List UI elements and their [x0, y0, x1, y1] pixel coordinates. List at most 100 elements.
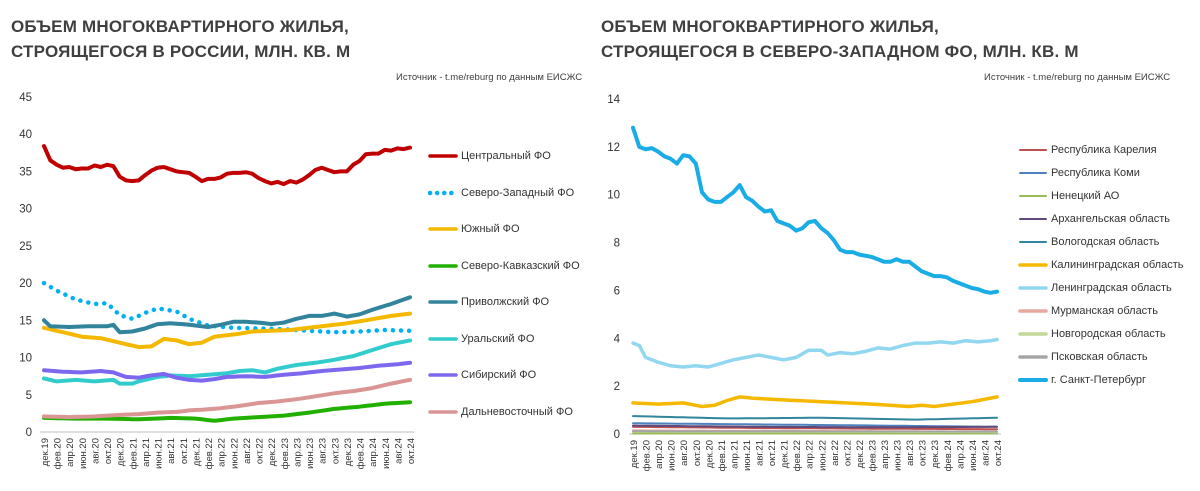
x-tick-label: июн.23	[305, 438, 316, 469]
x-tick-label: июн.24	[968, 440, 979, 471]
x-tick-label: фев.21	[128, 438, 139, 469]
legend-label: Республика Коми	[1051, 167, 1140, 179]
legend-swatch	[1019, 241, 1047, 243]
legend-label: Псковская область	[1051, 351, 1148, 363]
x-tick-label: окт.21	[179, 438, 190, 464]
series-line-6	[631, 395, 999, 409]
chart-title-line-2: СТРОЯЩЕГОСЯ В СЕВЕРО-ЗАПАДНОМ ФО, МЛН. К…	[601, 42, 1079, 61]
legend-swatch	[428, 300, 458, 304]
y-tick-label: 0	[614, 429, 620, 441]
x-tick-label: дек.22	[855, 440, 866, 468]
x-tick-label: авг.20	[679, 440, 690, 466]
legend-label: Приволжский ФО	[461, 296, 550, 308]
chart-source: Источник - t.me/reburg по данным ЕИСЖС	[984, 72, 1171, 83]
x-tick-label: окт.20	[692, 440, 703, 466]
y-tick-label: 4	[614, 333, 621, 345]
legend-label: Центральный ФО	[461, 150, 551, 162]
x-tick-label: дек.21	[191, 438, 202, 466]
x-tick-label: фев.23	[867, 440, 878, 471]
x-tick-label: окт.24	[406, 438, 417, 464]
series-line-8	[42, 377, 412, 420]
legend-swatch	[1018, 286, 1048, 290]
x-tick-label: апр.24	[955, 440, 966, 469]
chart-source: Источник - t.me/reburg по данным ЕИСЖС	[396, 72, 583, 83]
x-tick-label: окт.23	[330, 438, 341, 464]
x-tick-label: фев.24	[356, 438, 367, 469]
x-tick-label: фев.20	[53, 438, 64, 469]
y-tick-label: 40	[19, 129, 32, 141]
x-tick-label: июн.23	[893, 440, 904, 471]
x-tick-label: дек.23	[930, 440, 941, 468]
x-tick-label: дек.22	[267, 438, 278, 466]
legend-label: Калининградская область	[1051, 259, 1184, 271]
y-tick-label: 5	[26, 390, 32, 402]
x-tick-label: авг.22	[830, 440, 841, 466]
x-tick-label: окт.22	[842, 440, 853, 466]
x-tick-label: июн.24	[381, 438, 392, 469]
x-tick-label: апр.24	[368, 438, 379, 467]
y-tick-label: 12	[607, 142, 620, 154]
series-line-6	[42, 338, 412, 386]
series-line-1	[632, 425, 998, 431]
series-line-7	[42, 360, 412, 383]
legend-swatch	[428, 409, 458, 414]
x-tick-label: дек.19	[629, 440, 640, 468]
x-tick-label: апр.20	[65, 438, 76, 467]
legend-label: Уральский ФО	[461, 332, 535, 345]
y-tick-label: 8	[614, 238, 620, 250]
x-tick-label: дек.23	[343, 438, 354, 466]
legend-label: Мурманская область	[1051, 305, 1158, 317]
legend-label: Новгородская область	[1051, 328, 1166, 340]
series-line-1	[42, 144, 412, 187]
y-tick-label: 10	[607, 190, 620, 202]
x-tick-label: авг.20	[90, 438, 101, 464]
legend-swatch	[428, 336, 458, 341]
y-tick-label: 20	[19, 278, 32, 290]
x-tick-label: апр.21	[141, 438, 152, 467]
y-tick-label: 14	[607, 94, 620, 106]
x-tick-label: окт.22	[255, 438, 266, 464]
x-tick-label: фев.24	[943, 440, 954, 471]
y-tick-label: 45	[19, 92, 32, 104]
series-line-5	[632, 415, 998, 421]
y-tick-label: 6	[614, 285, 620, 297]
x-tick-label: апр.22	[217, 438, 228, 467]
series-line-4	[632, 424, 998, 429]
series-line-4	[42, 400, 412, 423]
y-tick-label: 25	[19, 241, 32, 253]
x-tick-label: фев.22	[204, 438, 215, 469]
legend-swatch	[428, 190, 458, 195]
legend-label: Сибирский ФО	[461, 369, 537, 381]
y-tick-label: 15	[19, 315, 32, 327]
series-line-5	[42, 295, 412, 335]
chart-title-line-1: ОБЪЕМ МНОГОКВАРТИРНОГО ЖИЛЬЯ,	[11, 17, 349, 36]
legend-label: Ненецкий АО	[1051, 190, 1120, 202]
x-tick-label: авг.23	[318, 438, 329, 464]
x-tick-label: авг.21	[755, 440, 766, 466]
x-tick-label: авг.24	[980, 440, 991, 466]
legend-swatch	[428, 227, 458, 231]
y-tick-label: 2	[614, 381, 620, 393]
chart-title-line-1: ОБЪЕМ МНОГОКВАРТИРНОГО ЖИЛЬЯ,	[601, 17, 939, 36]
x-tick-label: июн.20	[667, 440, 678, 471]
legend-swatch	[1018, 332, 1048, 336]
legend-swatch	[428, 263, 458, 268]
x-tick-label: апр.23	[880, 440, 891, 469]
legend-label: Архангельская область	[1051, 213, 1170, 225]
series-line-7	[631, 337, 999, 369]
x-tick-label: фев.23	[280, 438, 291, 469]
chart-title: ОБЪЕМ МНОГОКВАРТИРНОГО ЖИЛЬЯ, СТРОЯЩЕГОС…	[11, 14, 350, 64]
x-tick-label: авг.21	[166, 438, 177, 464]
x-tick-label: апр.22	[805, 440, 816, 469]
x-tick-label: фев.21	[717, 440, 728, 471]
x-tick-label: фев.22	[792, 440, 803, 471]
legend-swatch	[1019, 172, 1047, 174]
legend-swatch	[1019, 218, 1047, 220]
series-line-3	[42, 311, 412, 350]
legend-swatch	[1018, 355, 1048, 359]
x-tick-label: июн.22	[229, 438, 240, 469]
x-tick-label: июн.22	[817, 440, 828, 471]
legend-label: Дальневосточный ФО	[461, 405, 573, 418]
y-tick-label: 30	[19, 204, 32, 216]
